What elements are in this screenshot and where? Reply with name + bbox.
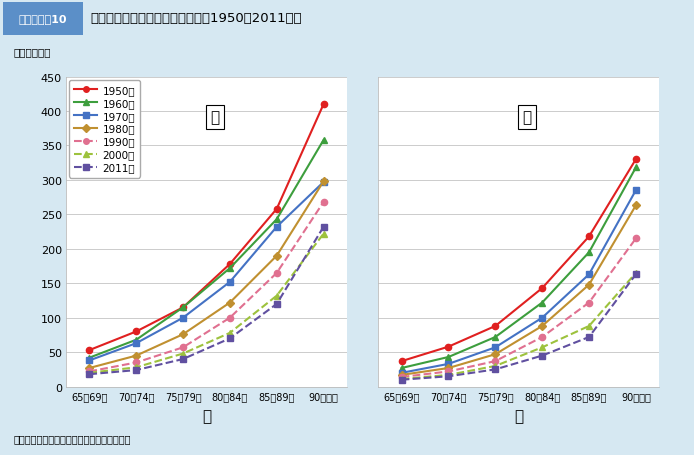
Text: 図１－１－10: 図１－１－10 — [19, 14, 67, 24]
Text: 女: 女 — [523, 110, 532, 125]
Text: 男: 男 — [210, 110, 219, 125]
Text: 高齢者の性・年齢階級別死亡率（1950〜2011年）: 高齢者の性・年齢階級別死亡率（1950〜2011年） — [90, 12, 302, 25]
X-axis label: 女: 女 — [514, 408, 523, 423]
Legend: 1950年, 1960年, 1970年, 1980年, 1990年, 2000年, 2011年: 1950年, 1960年, 1970年, 1980年, 1990年, 2000年… — [69, 81, 140, 178]
Text: （人口千対）: （人口千対） — [14, 47, 51, 57]
FancyBboxPatch shape — [3, 3, 83, 35]
X-axis label: 男: 男 — [202, 408, 211, 423]
Text: 資料：厚生労働省「人口動態統計」より作成: 資料：厚生労働省「人口動態統計」より作成 — [14, 434, 131, 444]
